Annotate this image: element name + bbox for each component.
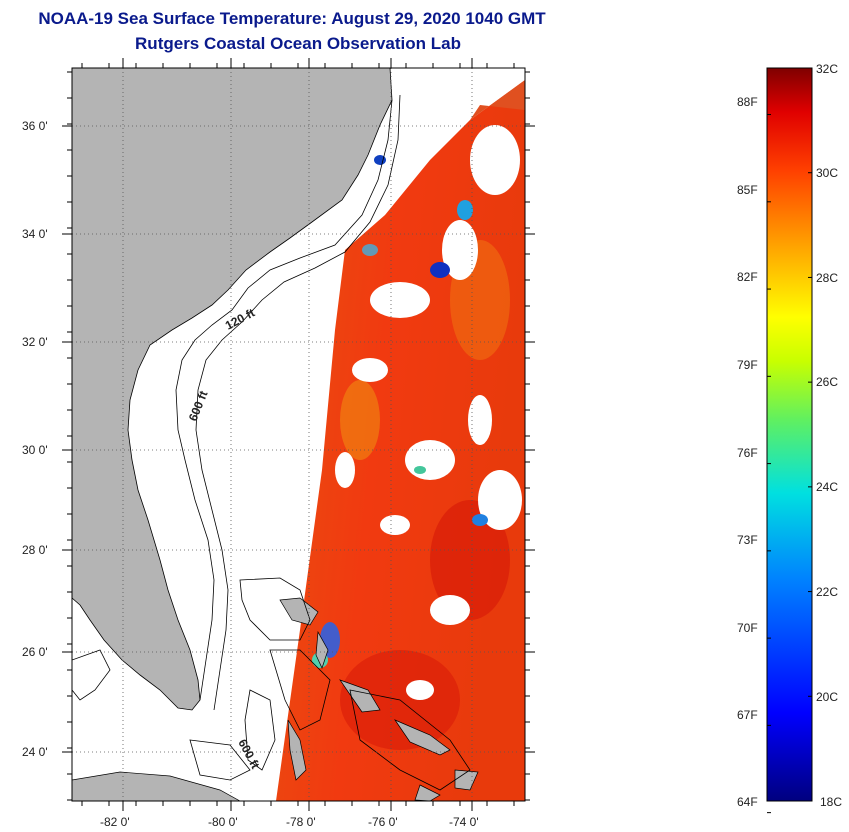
- lon-label: -78 0': [286, 815, 316, 829]
- map-subtitle: Rutgers Coastal Ocean Observation Lab: [135, 34, 461, 53]
- colorbar-f-label: 88F: [737, 95, 758, 109]
- colorbar-gradient: [766, 67, 813, 802]
- colorbar-f-label: 67F: [737, 708, 758, 722]
- colorbar-c-label: 26C: [816, 375, 838, 389]
- sst-swath: [276, 80, 525, 801]
- temperature-colorbar: 32C 30C 28C 26C 24C 22C 20C 18C 88F 85F …: [737, 62, 842, 814]
- colorbar-f-label: 76F: [737, 446, 758, 460]
- lon-label: -82 0': [100, 815, 130, 829]
- colorbar-c-label: 24C: [816, 480, 838, 494]
- colorbar-c-label: 28C: [816, 271, 838, 285]
- lon-label: -74 0': [449, 815, 479, 829]
- lat-label: 24 0': [22, 745, 48, 759]
- colorbar-f-label: 79F: [737, 358, 758, 372]
- colorbar-c-label: 20C: [816, 690, 838, 704]
- longitude-labels: -82 0' -80 0' -78 0' -76 0' -74 0': [100, 815, 479, 829]
- lat-label: 32 0': [22, 335, 48, 349]
- axis-ticks: [62, 58, 535, 811]
- colorbar-f-label: 70F: [737, 621, 758, 635]
- latitude-labels: 36 0' 34 0' 32 0' 30 0' 28 0' 26 0' 24 0…: [22, 119, 48, 759]
- lat-label: 36 0': [22, 119, 48, 133]
- lat-label: 34 0': [22, 227, 48, 241]
- colorbar-c-label: 30C: [816, 166, 838, 180]
- lon-label: -76 0': [368, 815, 398, 829]
- colorbar-c-label: 32C: [816, 62, 838, 76]
- lat-label: 28 0': [22, 543, 48, 557]
- cuba-land: [72, 771, 241, 801]
- lat-label: 26 0': [22, 645, 48, 659]
- land-mass: [72, 68, 393, 711]
- map-title: NOAA-19 Sea Surface Temperature: August …: [38, 9, 546, 28]
- colorbar-f-label: 73F: [737, 533, 758, 547]
- lon-label: -80 0': [208, 815, 238, 829]
- colorbar-f-label: 64F: [737, 795, 758, 809]
- bahamas-islands: [279, 597, 479, 801]
- lat-label: 30 0': [22, 443, 48, 457]
- depth-contours: [72, 94, 471, 791]
- colorbar-f-label: 82F: [737, 270, 758, 284]
- colorbar-c-label: 18C: [820, 795, 842, 809]
- colorbar-f-label: 85F: [737, 183, 758, 197]
- colorbar-c-label: 22C: [816, 585, 838, 599]
